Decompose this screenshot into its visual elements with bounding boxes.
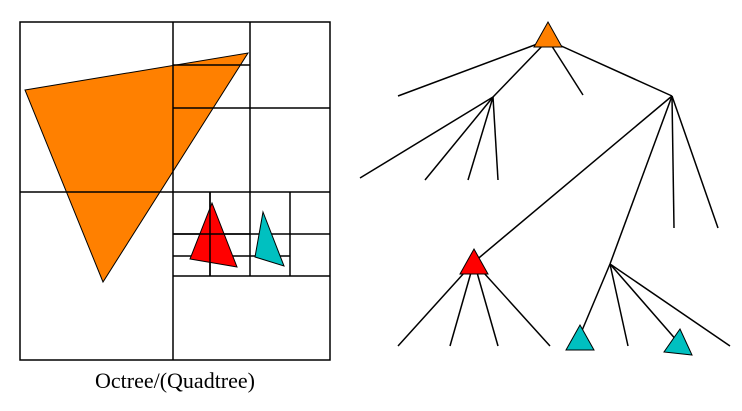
quadtree-root-cell xyxy=(19,21,331,361)
tree-edge-c-leaf-2 xyxy=(609,263,629,347)
tree-cyan-leaf-node-1 xyxy=(565,323,595,351)
tree-edge-root-child-a xyxy=(492,39,549,98)
tree-edge-a-leaf-3 xyxy=(467,96,494,181)
tree-edge-b-child-c xyxy=(609,95,673,265)
tree-edge-a-leaf-1 xyxy=(359,96,494,179)
tree-edge-c-leaf-cyan-2 xyxy=(609,263,679,343)
tree-edge-red-leaf-4 xyxy=(473,261,551,347)
quadtree-panel xyxy=(19,21,331,361)
tree-edge-b-child-red xyxy=(473,95,673,263)
tree-edge-a-leaf-2 xyxy=(424,96,494,181)
cyan-triangle-spatial xyxy=(254,210,285,267)
tree-root-orange-node xyxy=(533,20,563,48)
tree-panel xyxy=(359,39,731,347)
tree-edge-b-leaf-1 xyxy=(671,95,675,229)
red-triangle-spatial xyxy=(189,201,238,268)
tree-edge-root-left-leaf xyxy=(397,39,549,97)
tree-edge-root-mid-leaf xyxy=(547,39,584,96)
orange-triangle-spatial xyxy=(24,52,250,284)
tree-edge-red-leaf-3 xyxy=(473,261,499,347)
tree-edge-red-leaf-1 xyxy=(397,261,475,347)
tree-red-node xyxy=(459,247,489,275)
tree-edge-a-leaf-4 xyxy=(492,96,499,181)
tree-edge-root-child-b xyxy=(547,39,673,97)
diagram-caption: Octree/(Quadtree) xyxy=(94,368,255,393)
tree-edge-c-leaf-4 xyxy=(609,263,731,347)
tree-edge-b-leaf-2 xyxy=(671,95,719,229)
tree-edge-c-leaf-cyan-1 xyxy=(577,263,611,341)
tree-edge-red-leaf-2 xyxy=(449,261,475,347)
tree-cyan-leaf-node-2 xyxy=(663,327,693,356)
